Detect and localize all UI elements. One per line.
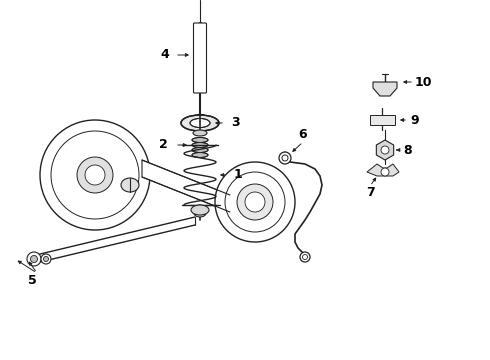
Circle shape [245, 192, 265, 212]
Ellipse shape [192, 148, 208, 153]
Ellipse shape [192, 138, 208, 143]
Ellipse shape [191, 205, 209, 215]
Circle shape [381, 146, 389, 154]
Text: 10: 10 [414, 76, 432, 89]
Ellipse shape [193, 130, 207, 136]
Circle shape [30, 256, 38, 262]
Circle shape [237, 184, 273, 220]
Circle shape [300, 252, 310, 262]
Circle shape [85, 165, 105, 185]
Circle shape [40, 120, 150, 230]
Text: 1: 1 [234, 168, 243, 181]
Circle shape [215, 162, 295, 242]
Polygon shape [376, 140, 393, 160]
Text: 8: 8 [404, 144, 412, 157]
Ellipse shape [192, 143, 208, 148]
Circle shape [27, 252, 41, 266]
Ellipse shape [192, 153, 208, 158]
Circle shape [44, 256, 49, 261]
Ellipse shape [190, 118, 210, 127]
Ellipse shape [121, 178, 139, 192]
Polygon shape [373, 82, 397, 96]
Circle shape [381, 168, 389, 176]
Text: 3: 3 [231, 117, 239, 130]
Polygon shape [367, 164, 399, 176]
Text: 5: 5 [27, 274, 36, 287]
Text: 2: 2 [159, 139, 168, 152]
Text: 6: 6 [299, 129, 307, 141]
Ellipse shape [181, 115, 219, 131]
Circle shape [77, 157, 113, 193]
Ellipse shape [194, 209, 206, 217]
FancyBboxPatch shape [194, 23, 206, 93]
Text: 7: 7 [366, 186, 374, 199]
Polygon shape [370, 115, 395, 125]
Circle shape [41, 254, 51, 264]
Circle shape [279, 152, 291, 164]
Polygon shape [142, 160, 235, 212]
Text: 4: 4 [161, 49, 170, 62]
Text: 9: 9 [411, 113, 419, 126]
